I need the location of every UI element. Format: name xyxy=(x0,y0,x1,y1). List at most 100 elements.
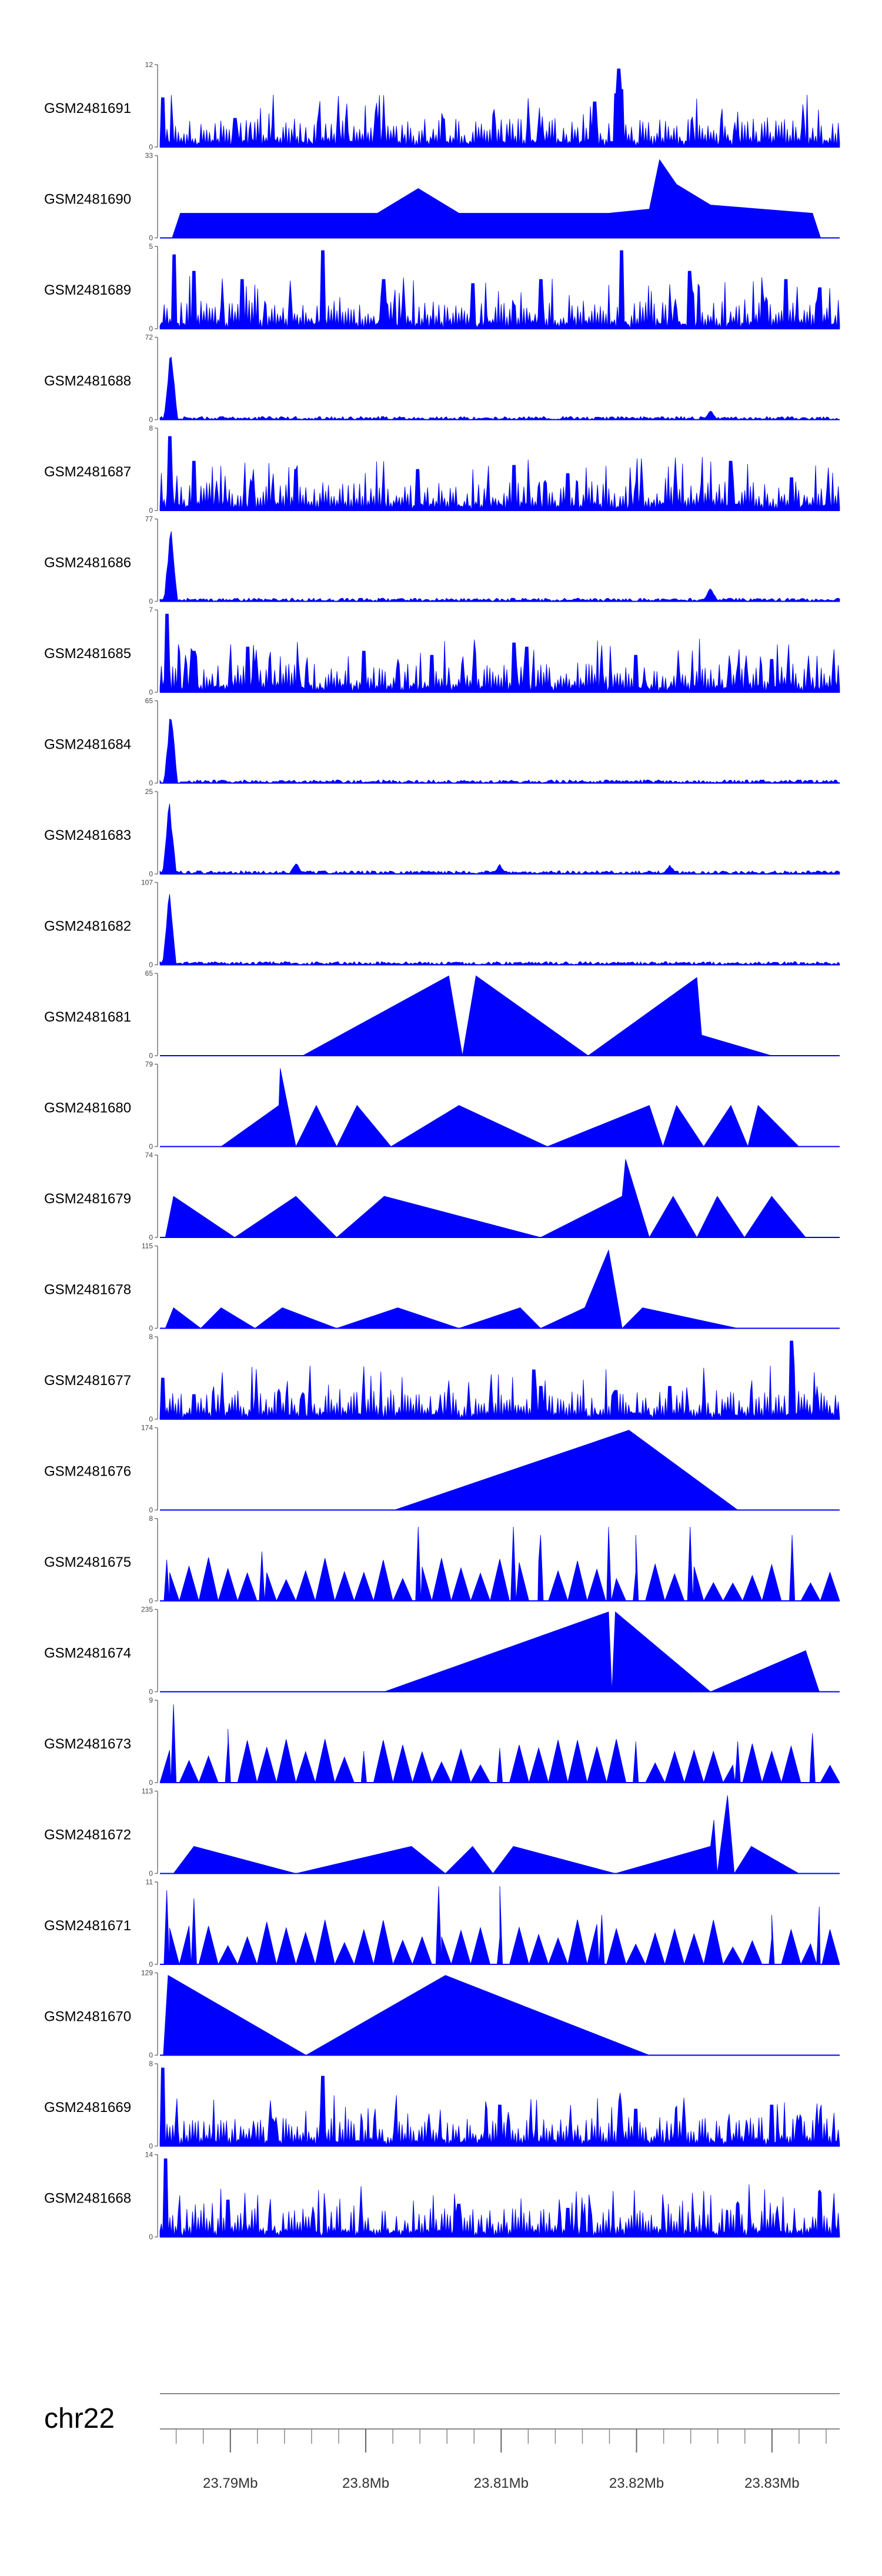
track-GSM2481677: GSM2481677 8 0 xyxy=(44,1333,840,1423)
signal-area xyxy=(160,1068,840,1147)
signal-area xyxy=(159,719,840,784)
track-label: GSM2481673 xyxy=(44,1736,131,1752)
y-min-label: 0 xyxy=(149,2051,153,2060)
signal-area xyxy=(160,1249,840,1329)
y-max-label: 129 xyxy=(141,1969,153,1977)
axis-tick-label: 23.82Mb xyxy=(609,2475,664,2491)
y-max-label: 107 xyxy=(141,879,153,887)
axis-tick-label: 23.81Mb xyxy=(474,2475,529,2491)
y-min-label: 0 xyxy=(149,1506,153,1514)
y-min-label: 0 xyxy=(149,2233,153,2241)
signal-area xyxy=(159,1704,840,1784)
y-max-label: 8 xyxy=(149,1333,153,1341)
track-label: GSM2481669 xyxy=(44,2100,131,2115)
track-label: GSM2481678 xyxy=(44,1282,131,1298)
y-max-label: 113 xyxy=(142,1787,153,1796)
signal-area xyxy=(159,1340,840,1420)
y-min-label: 0 xyxy=(149,1052,153,1060)
signal-area xyxy=(159,531,840,602)
y-min-label: 0 xyxy=(149,688,153,696)
track-label: GSM2481684 xyxy=(44,737,131,753)
y-min-label: 0 xyxy=(149,1143,153,1151)
track-GSM2481690: GSM2481690 33 0 xyxy=(44,152,840,242)
signal-area xyxy=(159,250,840,329)
y-min-label: 0 xyxy=(149,961,153,969)
track-label: GSM2481683 xyxy=(44,827,131,843)
track-label: GSM2481672 xyxy=(44,1827,131,1843)
signal-area xyxy=(159,68,840,148)
axis-tick-label: 23.79Mb xyxy=(203,2475,258,2491)
track-label: GSM2481679 xyxy=(44,1191,131,1207)
signal-area xyxy=(159,613,840,693)
y-max-label: 5 xyxy=(149,242,153,251)
y-min-label: 0 xyxy=(149,234,153,242)
track-label: GSM2481688 xyxy=(44,373,131,389)
y-max-label: 25 xyxy=(145,788,153,796)
y-max-label: 7 xyxy=(149,606,153,614)
y-max-label: 115 xyxy=(142,1242,153,1250)
y-max-label: 8 xyxy=(149,424,153,432)
track-label: GSM2481674 xyxy=(44,1646,131,1661)
y-min-label: 0 xyxy=(149,1415,153,1423)
signal-area xyxy=(160,1526,840,1602)
signal-area xyxy=(160,1430,840,1510)
track-label: GSM2481686 xyxy=(44,555,131,571)
track-label: GSM2481675 xyxy=(44,1554,131,1570)
track-GSM2481672: GSM2481672 113 0 xyxy=(44,1787,840,1878)
y-max-label: 33 xyxy=(145,152,153,160)
y-max-label: 65 xyxy=(145,697,153,705)
y-max-label: 72 xyxy=(145,333,153,342)
track-GSM2481680: GSM2481680 79 0 xyxy=(44,1060,840,1151)
y-min-label: 0 xyxy=(149,870,153,878)
y-min-label: 0 xyxy=(149,598,153,606)
y-max-label: 174 xyxy=(141,1424,153,1432)
y-max-label: 235 xyxy=(141,1606,153,1614)
axis-tick-label: 23.8Mb xyxy=(342,2475,389,2491)
track-GSM2481670: GSM2481670 129 0 xyxy=(44,1969,840,2060)
signal-area xyxy=(159,803,840,875)
y-min-label: 0 xyxy=(149,1960,153,1968)
track-label: GSM2481685 xyxy=(44,646,131,662)
track-GSM2481679: GSM2481679 74 0 xyxy=(44,1151,840,1242)
signal-area xyxy=(160,1886,840,1966)
y-max-label: 65 xyxy=(145,969,153,977)
y-min-label: 0 xyxy=(149,2142,153,2150)
track-GSM2481675: GSM2481675 8 0 xyxy=(44,1514,840,1605)
signal-area xyxy=(160,1795,840,1874)
y-min-label: 0 xyxy=(149,143,153,151)
signal-area xyxy=(160,1159,840,1238)
signal-area xyxy=(159,436,840,511)
track-label: GSM2481681 xyxy=(44,1009,131,1025)
y-max-label: 11 xyxy=(146,1878,153,1886)
track-label: GSM2481689 xyxy=(44,282,131,298)
track-GSM2481674: GSM2481674 235 0 xyxy=(44,1606,840,1696)
y-min-label: 0 xyxy=(149,1233,153,1242)
y-max-label: 9 xyxy=(149,1696,153,1704)
y-max-label: 8 xyxy=(149,2060,153,2068)
track-label: GSM2481691 xyxy=(44,101,131,116)
track-GSM2481687: GSM2481687 8 0 xyxy=(44,424,840,515)
axis-tick-label: 23.83Mb xyxy=(744,2475,799,2491)
track-GSM2481691: GSM2481691 12 0 xyxy=(44,61,840,151)
y-min-label: 0 xyxy=(149,1597,153,1605)
track-GSM2481678: GSM2481678 115 0 xyxy=(44,1242,840,1333)
y-min-label: 0 xyxy=(149,325,153,333)
y-min-label: 0 xyxy=(149,1778,153,1787)
track-GSM2481689: GSM2481689 5 0 xyxy=(44,242,840,333)
track-GSM2481681: GSM2481681 65 0 xyxy=(44,969,840,1060)
track-GSM2481686: GSM2481686 77 0 xyxy=(44,515,840,606)
signal-area xyxy=(160,975,840,1056)
signal-area xyxy=(160,1975,840,2056)
track-GSM2481685: GSM2481685 7 0 xyxy=(44,606,840,696)
track-label: GSM2481680 xyxy=(44,1100,131,1116)
track-GSM2481673: GSM2481673 9 0 xyxy=(44,1696,840,1787)
data-tracks: GSM2481691120GSM2481690330GSM248168950GS… xyxy=(44,61,840,2241)
signal-area xyxy=(160,159,840,238)
y-min-label: 0 xyxy=(149,1870,153,1878)
track-GSM2481688: GSM2481688 72 0 xyxy=(44,333,840,424)
genome-axis: chr22 23.79Mb 23.8Mb 23.81Mb 23.82Mb 23.83Mb xyxy=(44,2393,840,2491)
track-GSM2481671: GSM2481671 11 0 xyxy=(44,1878,840,1968)
track-label: GSM2481677 xyxy=(44,1373,131,1389)
signal-area xyxy=(160,1611,840,1692)
